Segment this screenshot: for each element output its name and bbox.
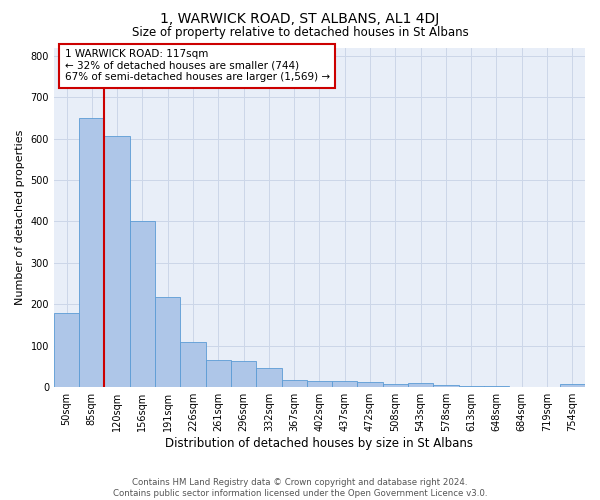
Text: Contains HM Land Registry data © Crown copyright and database right 2024.
Contai: Contains HM Land Registry data © Crown c… — [113, 478, 487, 498]
Bar — [155, 297, 181, 387]
Bar — [332, 380, 358, 387]
Bar — [560, 384, 585, 387]
Bar — [408, 384, 433, 387]
Bar — [433, 385, 458, 387]
Y-axis label: Number of detached properties: Number of detached properties — [15, 130, 25, 305]
Bar — [358, 382, 383, 387]
Bar — [54, 314, 79, 387]
Bar — [458, 386, 484, 387]
X-axis label: Distribution of detached houses by size in St Albans: Distribution of detached houses by size … — [166, 437, 473, 450]
Bar — [181, 342, 206, 387]
Bar — [383, 384, 408, 387]
Bar — [256, 368, 281, 387]
Bar — [79, 118, 104, 387]
Text: Size of property relative to detached houses in St Albans: Size of property relative to detached ho… — [131, 26, 469, 39]
Bar — [231, 361, 256, 387]
Bar — [484, 386, 509, 387]
Bar — [130, 222, 155, 387]
Bar — [307, 380, 332, 387]
Text: 1 WARWICK ROAD: 117sqm
← 32% of detached houses are smaller (744)
67% of semi-de: 1 WARWICK ROAD: 117sqm ← 32% of detached… — [65, 49, 329, 82]
Bar — [104, 136, 130, 387]
Bar — [206, 360, 231, 387]
Bar — [281, 380, 307, 387]
Text: 1, WARWICK ROAD, ST ALBANS, AL1 4DJ: 1, WARWICK ROAD, ST ALBANS, AL1 4DJ — [160, 12, 440, 26]
